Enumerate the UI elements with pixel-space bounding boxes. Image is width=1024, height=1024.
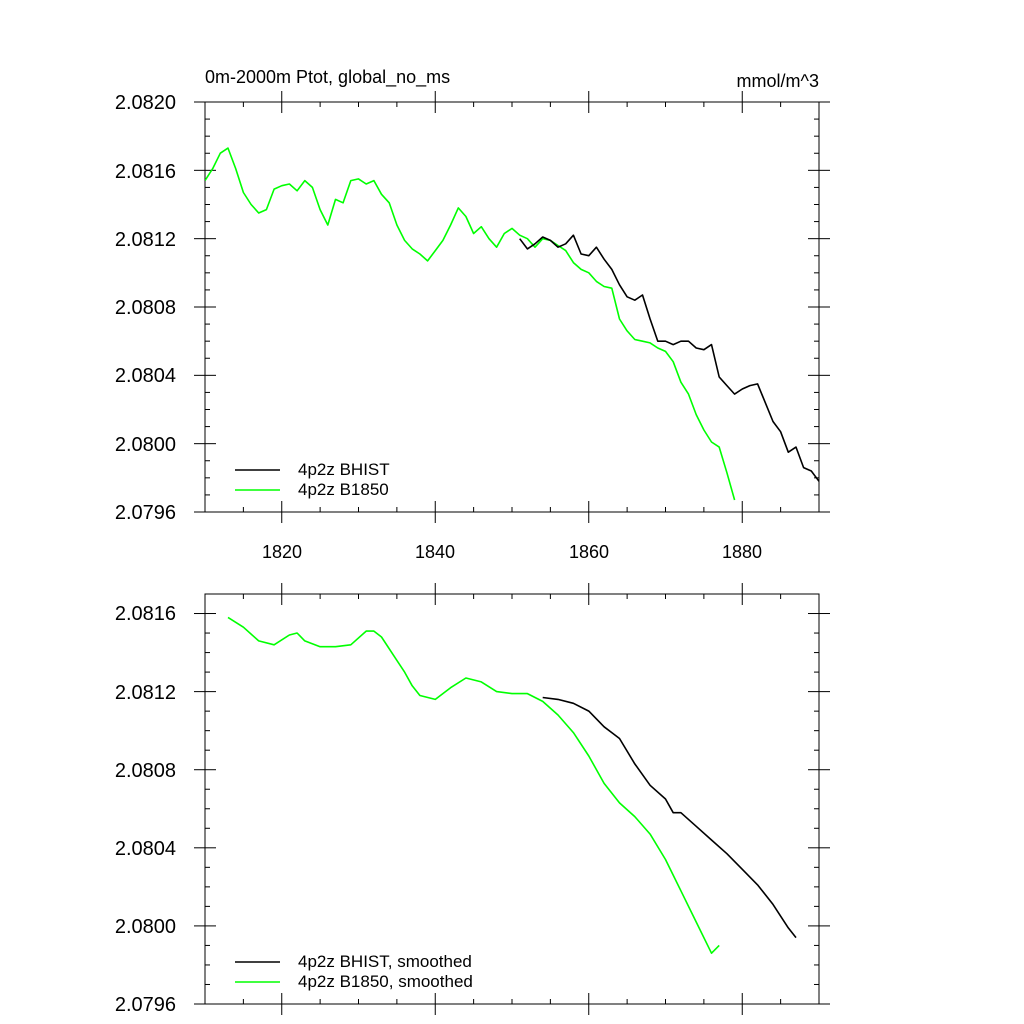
top-y-tick-labels: 2.0796 2.0800 2.0804 2.0808 2.0812 2.081… <box>115 92 176 524</box>
bottom-legend: 4p2z BHIST, smoothed 4p2z B1850, smoothe… <box>235 952 473 991</box>
top-xtick-label: 1820 <box>262 542 302 562</box>
top-panel: 0m-2000m Ptot, global_no_ms mmol/m^3 2.0… <box>115 67 830 562</box>
top-legend: 4p2z BHIST 4p2z B1850 <box>235 460 390 499</box>
top-ytick-label: 2.0800 <box>115 434 176 456</box>
bottom-axis-ticks <box>194 583 830 1015</box>
bottom-ytick-label: 2.0816 <box>115 603 176 625</box>
bottom-ytick-label: 2.0804 <box>115 838 176 860</box>
top-series-line-4p2z-bhist <box>519 234 819 482</box>
top-axis-ticks <box>194 91 830 523</box>
bottom-legend-label-b1850: 4p2z B1850, smoothed <box>298 972 473 991</box>
bottom-legend-label-bhist: 4p2z BHIST, smoothed <box>298 952 472 971</box>
bottom-panel: 2.0796 2.0800 2.0804 2.0808 2.0812 2.081… <box>115 583 830 1016</box>
top-ytick-label: 2.0820 <box>115 92 176 114</box>
top-ytick-label: 2.0812 <box>115 229 176 251</box>
top-plot-frame <box>204 101 820 513</box>
bottom-ytick-label: 2.0808 <box>115 760 176 782</box>
bottom-series-line-4p2z-bhist-smoothed <box>542 696 797 939</box>
top-title-left: 0m-2000m Ptot, global_no_ms <box>205 67 450 88</box>
bottom-series-line-4p2z-b1850-smoothed <box>227 616 720 955</box>
bottom-ytick-label: 2.0812 <box>115 682 176 704</box>
top-xtick-label: 1840 <box>415 542 455 562</box>
top-ytick-label: 2.0804 <box>115 365 176 387</box>
top-xtick-label: 1880 <box>722 542 762 562</box>
bottom-series-group <box>227 616 797 955</box>
top-ytick-label: 2.0796 <box>115 502 176 524</box>
top-ytick-label: 2.0808 <box>115 297 176 319</box>
bottom-plot-frame <box>204 593 820 1005</box>
top-series-group <box>205 147 819 501</box>
top-legend-label-bhist: 4p2z BHIST <box>298 460 390 479</box>
bottom-ytick-label: 2.0796 <box>115 994 176 1016</box>
top-title-right: mmol/m^3 <box>737 71 819 91</box>
bottom-y-tick-labels: 2.0796 2.0800 2.0804 2.0808 2.0812 2.081… <box>115 603 176 1016</box>
top-ytick-label: 2.0816 <box>115 161 176 183</box>
top-x-tick-labels: 1820 1840 1860 1880 <box>262 542 762 562</box>
top-xtick-label: 1860 <box>569 542 609 562</box>
top-series-line-4p2z-b1850 <box>205 147 736 501</box>
top-legend-label-b1850: 4p2z B1850 <box>298 480 389 499</box>
bottom-ytick-label: 2.0800 <box>115 916 176 938</box>
